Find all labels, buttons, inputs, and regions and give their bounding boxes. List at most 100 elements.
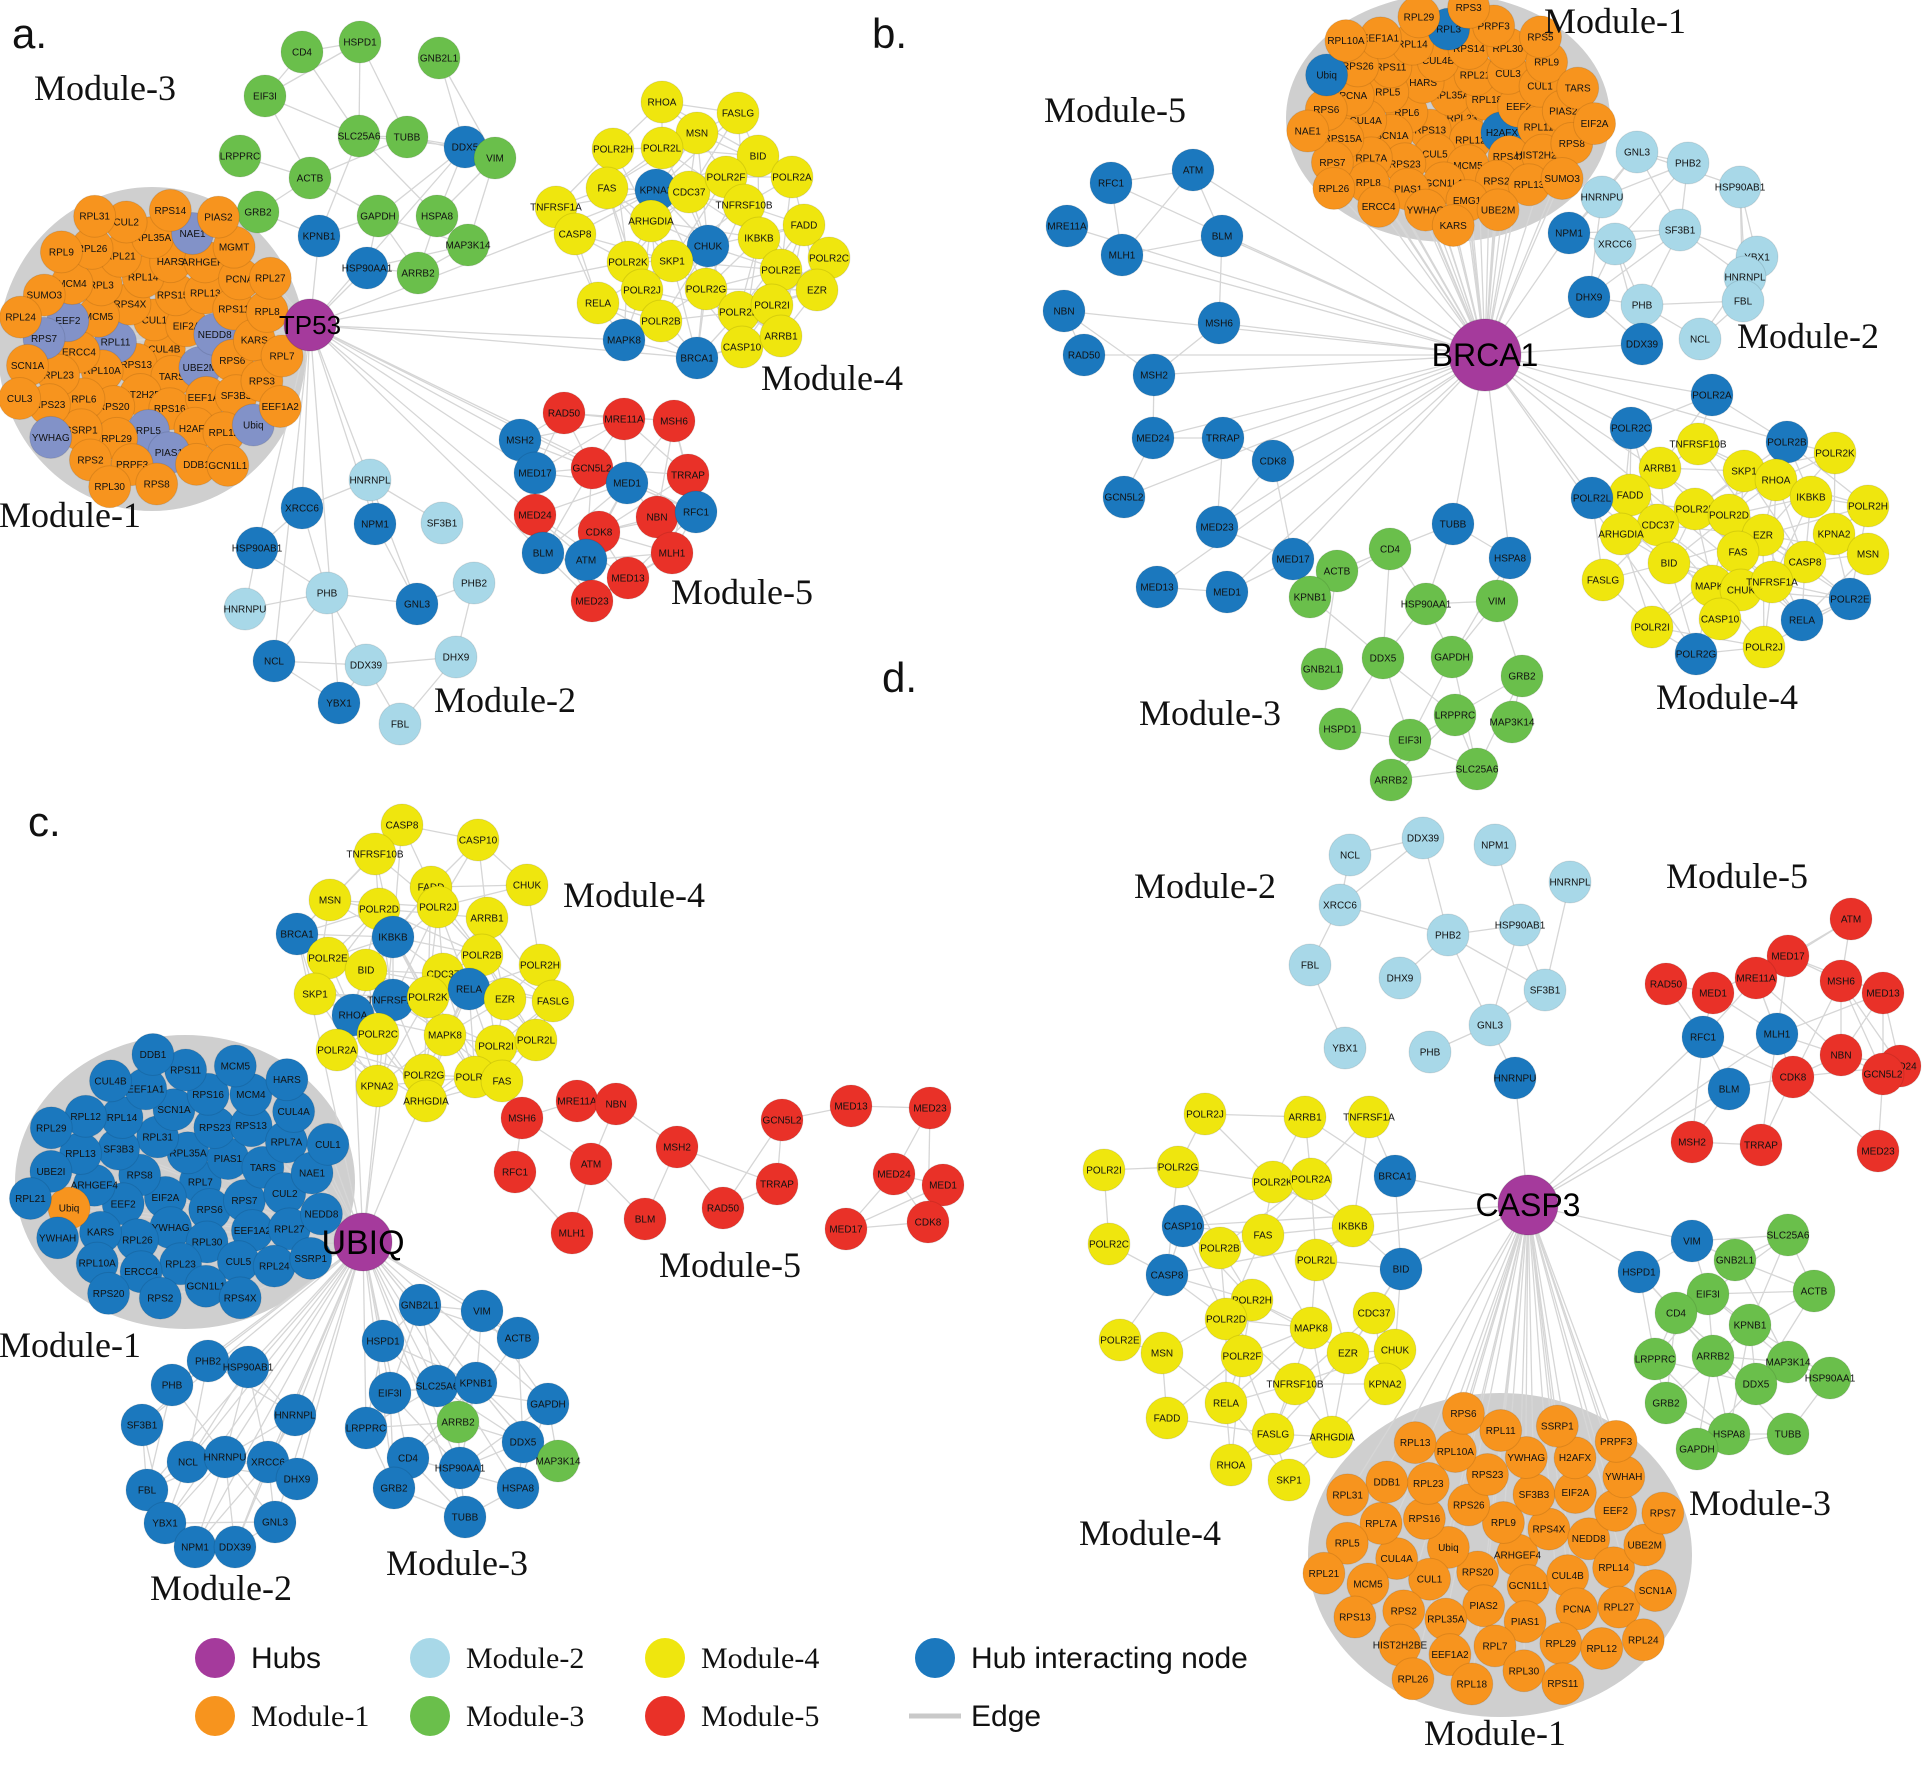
node-label-YBX1: YBX1 <box>1332 1044 1358 1055</box>
node-label-KPNA2: KPNA2 <box>361 1082 394 1093</box>
node-label-NBN: NBN <box>605 1100 626 1111</box>
node-label-FADD: FADD <box>1154 1414 1181 1425</box>
module-label-a-module-1: Module-1 <box>0 495 141 535</box>
node-label-PHB2: PHB2 <box>461 579 488 590</box>
legend-swatch-hub-interacting-node <box>915 1638 955 1678</box>
node-label-DDX39: DDX39 <box>1626 340 1659 351</box>
node-label-RPS6: RPS6 <box>219 356 246 367</box>
module-label-d-module-5: Module-5 <box>1666 856 1808 896</box>
node-label-GNL3: GNL3 <box>404 600 431 611</box>
panel-letter-d: d. <box>882 654 917 701</box>
node-label-HSPA8: HSPA8 <box>1713 1430 1745 1441</box>
node-label-RPL10A: RPL10A <box>1327 36 1365 47</box>
node-label-HSP90AA1: HSP90AA1 <box>342 264 393 275</box>
node-label-IKBKB: IKBKB <box>1338 1222 1368 1233</box>
node-label-UBE2I: UBE2I <box>36 1167 65 1178</box>
node-label-SCN1A: SCN1A <box>11 361 45 372</box>
node-label-MAPK8: MAPK8 <box>1294 1324 1328 1335</box>
node-label-CDK8: CDK8 <box>1780 1073 1807 1084</box>
node-label-DHX9: DHX9 <box>1387 974 1414 985</box>
node-label-CUL4A: CUL4A <box>278 1107 311 1118</box>
node-label-MED13: MED13 <box>1140 583 1174 594</box>
node-label-DDX39: DDX39 <box>219 1543 252 1554</box>
node-label-POLR2K: POLR2K <box>408 993 448 1004</box>
node-label-TARS: TARS <box>1565 84 1591 95</box>
node-label-RPL29: RPL29 <box>1546 1639 1577 1650</box>
legend-label-module-2: Module-2 <box>466 1642 584 1675</box>
node-label-RPS11: RPS11 <box>1375 62 1406 73</box>
node-label-TRRAP: TRRAP <box>1744 1141 1778 1152</box>
panel-d-module-2: NCLDDX39NPM1HNRNPLXRCC6PHB2HSP90AB1FBLDH… <box>1289 817 1591 1099</box>
node-label-DHX9: DHX9 <box>443 653 470 664</box>
node-label-POLR2B: POLR2B <box>462 951 502 962</box>
node-label-MSH6: MSH6 <box>508 1114 536 1125</box>
node-label-CD4: CD4 <box>1666 1309 1686 1320</box>
node-label-RPL29: RPL29 <box>101 434 132 445</box>
node-label-CDC37: CDC37 <box>1358 1309 1391 1320</box>
node-label-GCN5L2: GCN5L2 <box>573 464 612 475</box>
node-label-POLR2H: POLR2H <box>520 961 560 972</box>
module-label-c-module-3: Module-3 <box>386 1543 528 1583</box>
node-label-GAPDH: GAPDH <box>530 1400 566 1411</box>
node-label-RFC1: RFC1 <box>1690 1033 1717 1044</box>
node-label-CASP8: CASP8 <box>559 230 592 241</box>
node-label-LRPPRC: LRPPRC <box>346 1424 387 1435</box>
node-label-POLR2D: POLR2D <box>1709 511 1749 522</box>
node-label-RPL24: RPL24 <box>5 313 36 324</box>
node-label-MCM4: MCM4 <box>236 1090 266 1101</box>
node-label-EEF1A2: EEF1A2 <box>234 1226 272 1237</box>
node-label-ARHGDIA: ARHGDIA <box>628 217 674 228</box>
node-label-FAS: FAS <box>598 184 617 195</box>
node-label-POLR2A: POLR2A <box>1692 391 1732 402</box>
node-label-RPS4X: RPS4X <box>224 1293 257 1304</box>
node-label-ERCC4: ERCC4 <box>1362 202 1396 213</box>
node-label-POLR2C: POLR2C <box>1089 1240 1129 1251</box>
node-label-TNFRSF10B: TNFRSF10B <box>1669 440 1727 451</box>
node-label-POLR2C: POLR2C <box>1611 424 1651 435</box>
node-label-MLH1: MLH1 <box>659 549 686 560</box>
node-label-CASP8: CASP8 <box>1789 558 1822 569</box>
node-label-MSH2: MSH2 <box>1140 371 1168 382</box>
node-label-SLC25A6: SLC25A6 <box>416 1382 459 1393</box>
node-label-RPL24: RPL24 <box>1628 1635 1659 1646</box>
node-label-POLR2J: POLR2J <box>623 286 661 297</box>
node-label-RPL24: RPL24 <box>259 1262 290 1273</box>
node-label-IKBKB: IKBKB <box>378 933 408 944</box>
node-label-MED17: MED17 <box>829 1225 863 1236</box>
node-label-RPS13: RPS13 <box>235 1121 267 1132</box>
node-label-RHOA: RHOA <box>1762 476 1791 487</box>
node-label-MED1: MED1 <box>613 479 641 490</box>
legend-swatch-hubs <box>195 1638 235 1678</box>
node-label-ATM: ATM <box>581 1160 601 1171</box>
node-label-DDB1: DDB1 <box>140 1050 167 1061</box>
node-label-CD4: CD4 <box>398 1454 418 1465</box>
node-label-POLR2G: POLR2G <box>1676 650 1717 661</box>
node-label-POLR2A: POLR2A <box>1291 1175 1331 1186</box>
node-label-SCN1A: SCN1A <box>1639 1586 1673 1597</box>
node-label-RPS4X: RPS4X <box>1533 1525 1566 1536</box>
node-label-PHB2: PHB2 <box>1675 159 1702 170</box>
node-label-EIF2A: EIF2A <box>1561 1488 1589 1499</box>
node-label-RPL14: RPL14 <box>1598 1563 1629 1574</box>
node-label-NBN: NBN <box>1830 1051 1851 1062</box>
hub-label-CASP3: CASP3 <box>1476 1187 1581 1223</box>
node-label-RPL7A: RPL7A <box>271 1137 303 1148</box>
panel-b: ATMRFC1MRE11AMLH1BLMNBNMSH6RAD50MSH2MED2… <box>872 0 1889 801</box>
node-label-KARS: KARS <box>87 1228 115 1239</box>
node-label-EZR: EZR <box>495 995 515 1006</box>
node-label-MSH6: MSH6 <box>1205 319 1233 330</box>
node-label-PIAS2: PIAS2 <box>1469 1601 1498 1612</box>
node-label-CASP10: CASP10 <box>723 343 762 354</box>
node-label-MED17: MED17 <box>1771 952 1805 963</box>
node-label-SF3B1: SF3B1 <box>1530 986 1561 997</box>
node-label-GCN1L1: GCN1L1 <box>208 461 247 472</box>
node-label-RPL27: RPL27 <box>1604 1603 1635 1614</box>
module-label-a-module-2: Module-2 <box>434 680 576 720</box>
node-label-PHB2: PHB2 <box>1435 931 1462 942</box>
node-label-DDX5: DDX5 <box>1743 1380 1770 1391</box>
node-label-BRCA1: BRCA1 <box>280 930 314 941</box>
node-label-EIF3I: EIF3I <box>378 1389 402 1400</box>
node-label-BID: BID <box>1661 559 1678 570</box>
node-label-POLR2H: POLR2H <box>593 145 633 156</box>
